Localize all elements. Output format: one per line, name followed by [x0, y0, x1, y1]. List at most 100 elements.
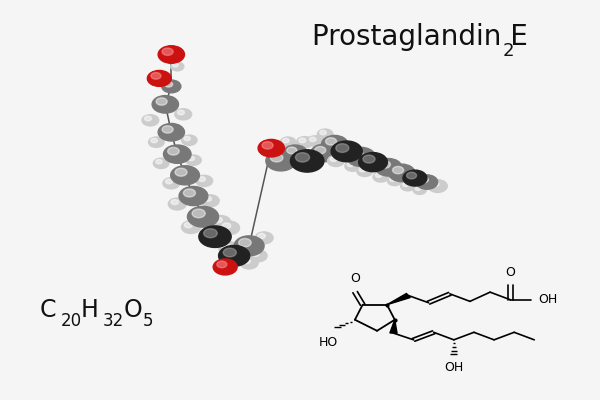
Circle shape: [184, 222, 193, 228]
Circle shape: [296, 137, 313, 148]
Circle shape: [151, 138, 157, 143]
Circle shape: [184, 136, 190, 141]
Circle shape: [162, 80, 181, 93]
Circle shape: [357, 166, 373, 176]
Circle shape: [192, 209, 205, 218]
Text: H: H: [80, 298, 98, 322]
Circle shape: [154, 158, 169, 168]
Circle shape: [351, 150, 363, 158]
Text: 32: 32: [103, 312, 124, 330]
Circle shape: [181, 135, 197, 145]
Circle shape: [287, 147, 297, 154]
Circle shape: [290, 150, 324, 172]
Circle shape: [142, 115, 159, 126]
Text: C: C: [40, 298, 56, 322]
Circle shape: [151, 72, 161, 79]
Circle shape: [166, 179, 172, 184]
Circle shape: [199, 226, 231, 248]
Circle shape: [310, 137, 316, 142]
Text: OH: OH: [538, 293, 557, 306]
Circle shape: [407, 172, 416, 179]
Text: O: O: [350, 272, 360, 285]
Circle shape: [243, 258, 250, 264]
Circle shape: [307, 136, 323, 146]
Circle shape: [311, 144, 337, 162]
Circle shape: [187, 206, 218, 227]
Circle shape: [164, 145, 191, 163]
Circle shape: [171, 62, 184, 71]
Circle shape: [171, 200, 179, 204]
Circle shape: [428, 180, 447, 192]
Circle shape: [158, 124, 184, 141]
Circle shape: [240, 257, 258, 269]
Circle shape: [345, 161, 361, 171]
Circle shape: [295, 153, 310, 162]
Circle shape: [373, 172, 389, 182]
Circle shape: [156, 98, 167, 105]
Circle shape: [280, 137, 296, 147]
Circle shape: [196, 175, 212, 186]
Circle shape: [255, 232, 273, 244]
Circle shape: [175, 168, 187, 176]
Circle shape: [167, 147, 179, 155]
Circle shape: [431, 181, 439, 187]
Circle shape: [203, 229, 217, 238]
Circle shape: [258, 234, 265, 238]
Circle shape: [223, 248, 236, 257]
Circle shape: [201, 195, 219, 207]
Circle shape: [376, 158, 402, 176]
Circle shape: [401, 181, 415, 191]
Circle shape: [347, 162, 354, 167]
Polygon shape: [390, 320, 397, 333]
Text: O: O: [124, 298, 142, 322]
Text: Prostaglandin E: Prostaglandin E: [312, 22, 527, 50]
Circle shape: [299, 138, 306, 143]
Circle shape: [199, 177, 205, 182]
Circle shape: [330, 157, 337, 162]
Circle shape: [359, 168, 366, 172]
Circle shape: [149, 137, 164, 147]
Circle shape: [145, 116, 152, 121]
Circle shape: [173, 63, 178, 67]
Circle shape: [222, 223, 231, 228]
Circle shape: [152, 96, 178, 113]
Circle shape: [213, 259, 237, 275]
Circle shape: [322, 136, 348, 153]
Text: 2: 2: [503, 42, 514, 60]
Circle shape: [217, 261, 227, 268]
Circle shape: [249, 250, 267, 262]
Circle shape: [317, 129, 333, 140]
Circle shape: [413, 186, 427, 194]
Circle shape: [389, 164, 415, 182]
Circle shape: [389, 177, 395, 181]
Circle shape: [379, 161, 391, 168]
Circle shape: [234, 236, 264, 256]
Circle shape: [239, 238, 251, 247]
Circle shape: [403, 170, 427, 186]
Circle shape: [271, 154, 283, 162]
Circle shape: [218, 246, 250, 266]
Circle shape: [376, 173, 382, 177]
Circle shape: [175, 109, 191, 120]
Circle shape: [283, 138, 289, 143]
Circle shape: [214, 217, 223, 222]
Circle shape: [283, 145, 307, 161]
Circle shape: [403, 182, 409, 186]
Circle shape: [179, 186, 208, 206]
Circle shape: [419, 177, 428, 183]
Circle shape: [221, 243, 230, 248]
Text: O: O: [505, 266, 515, 279]
Text: 5: 5: [143, 312, 153, 330]
Circle shape: [219, 221, 239, 235]
Text: OH: OH: [444, 361, 463, 374]
Circle shape: [331, 141, 362, 162]
Circle shape: [163, 178, 179, 189]
Circle shape: [416, 175, 437, 189]
Circle shape: [363, 155, 375, 163]
Circle shape: [211, 216, 230, 228]
Circle shape: [148, 70, 171, 86]
Circle shape: [162, 126, 173, 133]
Circle shape: [181, 221, 200, 234]
Circle shape: [164, 82, 173, 87]
Circle shape: [204, 196, 211, 201]
